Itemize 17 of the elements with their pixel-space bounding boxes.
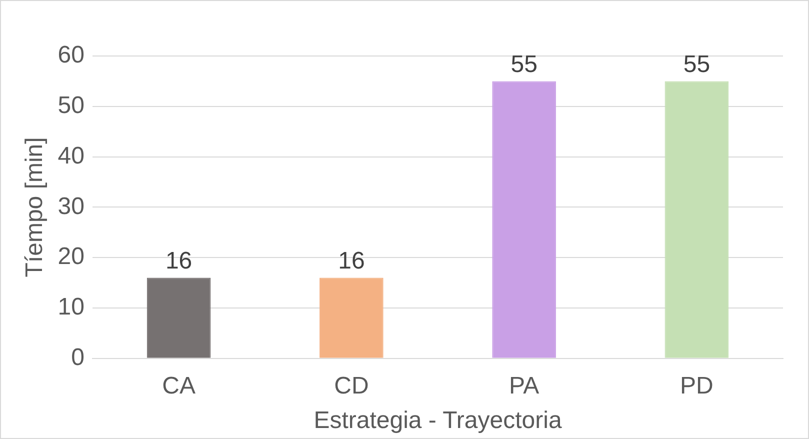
x-axis-title: Estrategia - Trayectoria [314, 407, 562, 434]
x-tick-label: PD [680, 372, 714, 400]
data-label: 16 [338, 247, 365, 274]
data-label: 55 [510, 50, 538, 78]
y-tick-label: 10 [58, 294, 84, 321]
y-tick-label: 20 [58, 243, 84, 270]
data-label: 16 [165, 247, 192, 274]
y-tick-label: 60 [58, 42, 84, 69]
y-axis-title: Tíempo [min] [21, 137, 48, 278]
data-label: 55 [683, 50, 710, 78]
x-tick-label: CD [334, 372, 369, 400]
y-tick-label: 50 [58, 92, 84, 120]
x-tick-label: CA [162, 372, 196, 400]
x-tick-label: PA [508, 372, 540, 400]
y-tick-label: 0 [71, 344, 84, 372]
y-tick-label: 40 [58, 142, 84, 170]
y-tick-label: 30 [58, 192, 84, 220]
